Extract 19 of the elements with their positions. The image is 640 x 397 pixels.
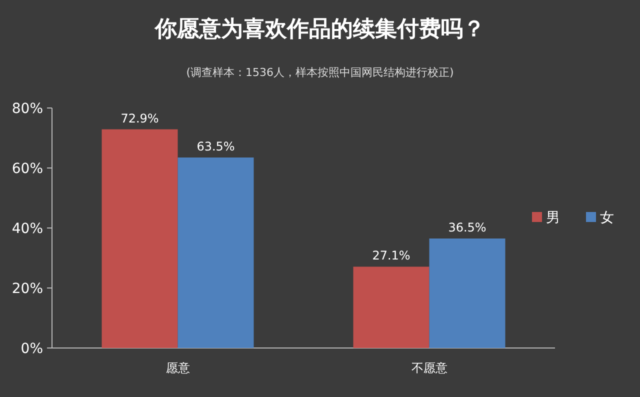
- bar: [429, 238, 506, 348]
- data-label: 36.5%: [448, 220, 486, 234]
- data-label: 72.9%: [120, 111, 159, 126]
- legend-label: 女: [600, 210, 614, 226]
- y-tick-label: 20%: [12, 281, 43, 297]
- x-tick-label: 不愿意: [411, 361, 448, 375]
- x-tick-label: 愿意: [166, 361, 190, 375]
- y-tick-label: 60%: [12, 161, 43, 177]
- y-tick-label: 0%: [20, 341, 43, 357]
- data-label: 63.5%: [196, 140, 235, 154]
- chart-title: 你愿意为喜欢作品的续集付费吗？: [154, 17, 485, 42]
- bar: [353, 266, 430, 348]
- y-tick-label: 80%: [12, 101, 43, 117]
- chart-subtitle: (调查样本：1536人，样本按照中国网民结构进行校正): [186, 66, 454, 79]
- legend-label: 男: [546, 210, 560, 226]
- bar: [178, 158, 254, 348]
- bar: [102, 129, 178, 348]
- data-label: 27.1%: [372, 248, 410, 263]
- y-tick-label: 40%: [12, 221, 43, 237]
